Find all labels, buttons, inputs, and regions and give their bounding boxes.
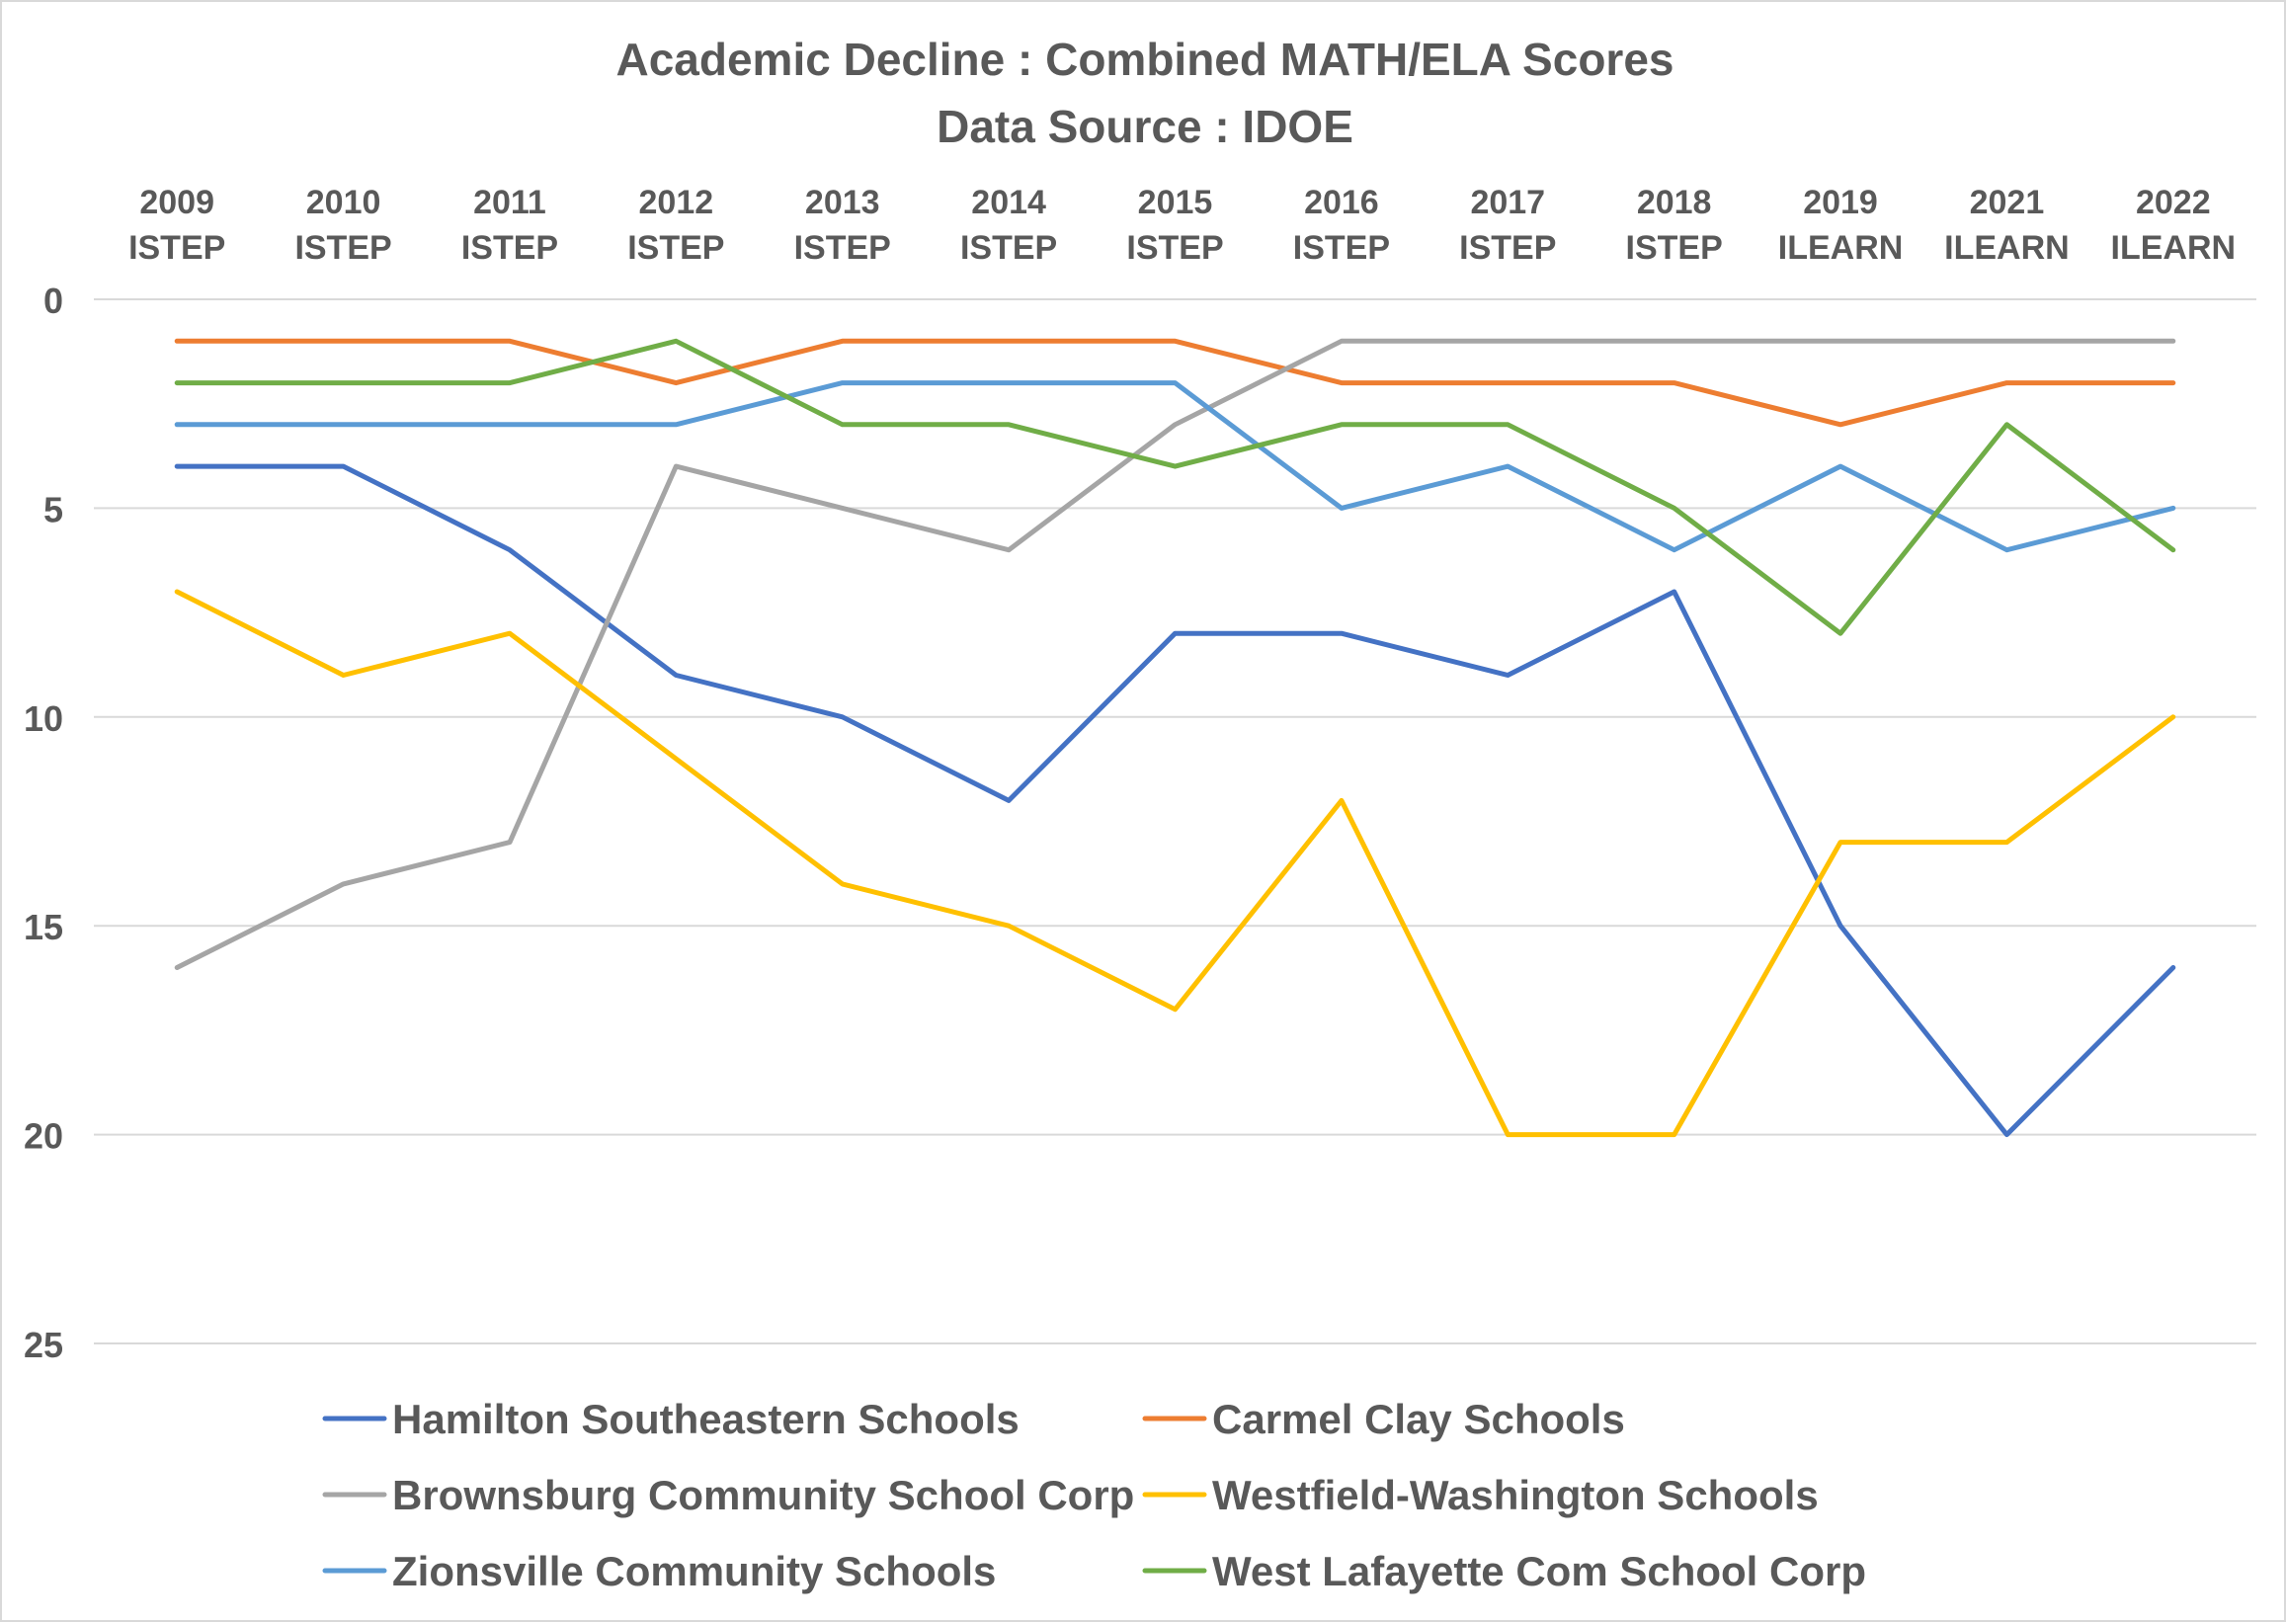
x-tick-test: ISTEP — [794, 229, 891, 267]
legend-item: Hamilton Southeastern Schools — [322, 1396, 1020, 1442]
x-tick-test: ISTEP — [128, 229, 225, 267]
y-tick-label: 15 — [24, 907, 63, 947]
x-tick-year: 2021 — [1970, 184, 2045, 221]
y-tick-label: 5 — [43, 489, 63, 529]
legend-item: Brownsburg Community School Corp — [322, 1472, 1134, 1518]
x-tick-label: 2018 ISTEP — [1626, 184, 1723, 267]
legend-item: Zionsville Community Schools — [322, 1548, 996, 1594]
x-tick-test: ILEARN — [1944, 229, 2070, 267]
y-axis-ticks: 0 5 10 15 20 25 — [24, 281, 63, 1365]
x-tick-test: ISTEP — [627, 229, 724, 267]
y-tick-label: 20 — [24, 1116, 63, 1157]
legend-label: Carmel Clay Schools — [1212, 1396, 1625, 1442]
x-tick-year: 2016 — [1304, 184, 1379, 221]
x-tick-label: 2021 ILEARN — [1944, 184, 2070, 267]
legend-item: West Lafayette Com School Corp — [1142, 1548, 1866, 1594]
x-tick-test: ILEARN — [1778, 229, 1904, 267]
legend-label: Zionsville Community Schools — [392, 1548, 996, 1594]
series-line-5 — [174, 380, 2176, 553]
x-tick-label: 2012 ISTEP — [627, 184, 724, 267]
legend-item: Carmel Clay Schools — [1142, 1396, 1625, 1442]
x-tick-label: 2011 ISTEP — [461, 184, 558, 267]
legend-item: Westfield-Washington Schools — [1142, 1472, 1819, 1518]
series-line-4 — [174, 589, 2176, 1138]
x-axis-ticks: 2009ISTEP2010ISTEP2011ISTEP2012ISTEP2013… — [128, 184, 2236, 267]
x-tick-test: ISTEP — [1459, 229, 1556, 267]
y-tick-label: 0 — [43, 281, 63, 321]
x-tick-year: 2011 — [473, 184, 546, 221]
series-line-2 — [174, 338, 2176, 428]
chart-title: Academic Decline : Combined MATH/ELA Sco… — [615, 34, 1674, 85]
x-tick-year: 2019 — [1803, 184, 1878, 221]
x-tick-test: ISTEP — [1293, 229, 1390, 267]
x-tick-label: 2022 ILEARN — [2111, 184, 2237, 267]
x-tick-year: 2012 — [639, 184, 714, 221]
gridlines — [94, 298, 2256, 1344]
x-tick-label: 2013 ISTEP — [794, 184, 891, 267]
series-line-1 — [174, 463, 2176, 1138]
x-tick-year: 2017 — [1470, 184, 1545, 221]
x-tick-label: 2015 ISTEP — [1126, 184, 1223, 267]
y-tick-label: 10 — [24, 698, 63, 739]
x-tick-test: ILEARN — [2111, 229, 2237, 267]
x-tick-year: 2014 — [971, 184, 1046, 221]
x-tick-test: ISTEP — [461, 229, 558, 267]
x-tick-test: ISTEP — [1126, 229, 1223, 267]
legend-label: Westfield-Washington Schools — [1212, 1472, 1819, 1518]
x-tick-year: 2010 — [306, 184, 381, 221]
x-tick-year: 2018 — [1637, 184, 1712, 221]
x-tick-label: 2016 ISTEP — [1293, 184, 1390, 267]
x-tick-year: 2009 — [139, 184, 214, 221]
x-tick-year: 2013 — [805, 184, 880, 221]
legend-label: Hamilton Southeastern Schools — [392, 1396, 1020, 1442]
x-tick-test: ISTEP — [294, 229, 391, 267]
y-tick-label: 25 — [24, 1325, 63, 1365]
x-tick-year: 2022 — [2136, 184, 2211, 221]
legend-label: West Lafayette Com School Corp — [1212, 1548, 1866, 1594]
series-line-6 — [174, 338, 2176, 636]
x-tick-year: 2015 — [1138, 184, 1213, 221]
chart-subtitle: Data Source : IDOE — [937, 101, 1353, 152]
x-tick-label: 2009 ISTEP — [128, 184, 225, 267]
series-line-3 — [174, 338, 2176, 970]
x-tick-label: 2019 ILEARN — [1778, 184, 1904, 267]
series-lines — [174, 338, 2176, 1138]
x-tick-test: ISTEP — [960, 229, 1057, 267]
x-tick-label: 2017 ISTEP — [1459, 184, 1556, 267]
x-tick-label: 2014 ISTEP — [960, 184, 1057, 267]
legend: Hamilton Southeastern Schools Carmel Clay… — [322, 1396, 1866, 1594]
x-tick-test: ISTEP — [1626, 229, 1723, 267]
legend-label: Brownsburg Community School Corp — [392, 1472, 1134, 1518]
x-tick-label: 2010 ISTEP — [294, 184, 391, 267]
